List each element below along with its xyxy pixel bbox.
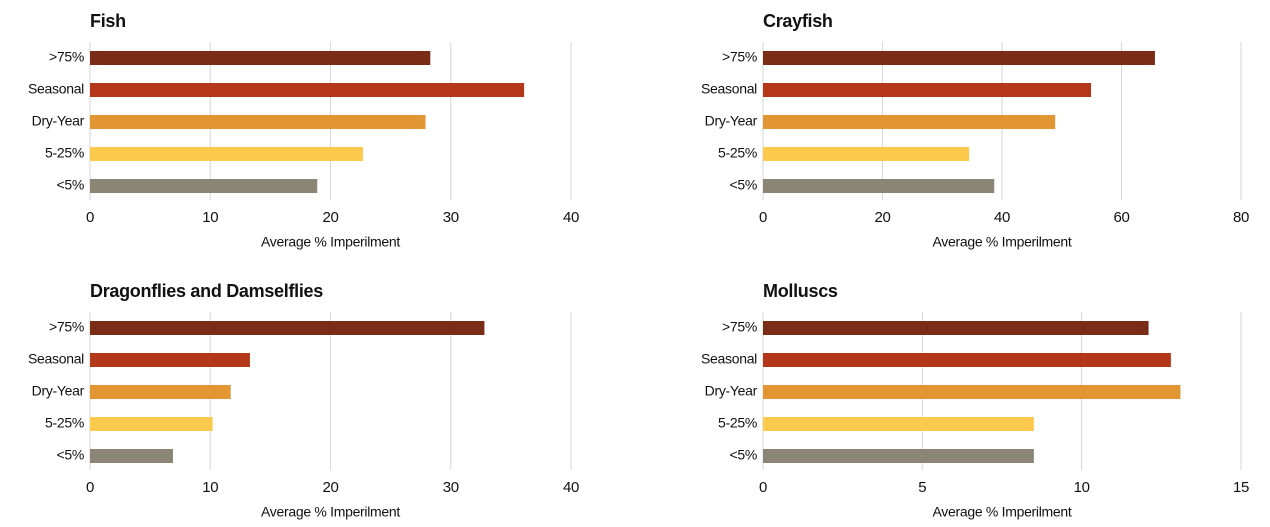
chart-title: Crayfish [763, 11, 833, 31]
x-tick-label: 5 [918, 479, 926, 496]
chart-title: Molluscs [763, 281, 838, 301]
bar [90, 385, 231, 399]
y-tick-label: >75% [722, 319, 757, 335]
x-tick-label: 40 [563, 209, 579, 226]
bar [763, 83, 1092, 97]
x-tick-label: 20 [874, 209, 890, 226]
x-tick-label: 40 [563, 479, 579, 496]
x-tick-label: 20 [322, 479, 338, 496]
y-tick-label: >75% [49, 49, 84, 65]
y-tick-label: Dry-Year [705, 113, 758, 129]
y-tick-label: <5% [729, 447, 757, 463]
bar [90, 321, 485, 335]
x-axis-label: Average % Imperilment [261, 504, 400, 520]
x-tick-label: 10 [1074, 479, 1090, 496]
x-tick-label: 20 [322, 209, 338, 226]
x-axis-label: Average % Imperilment [261, 234, 400, 250]
y-tick-label: Seasonal [28, 351, 84, 367]
y-tick-label: 5-25% [718, 415, 757, 431]
x-tick-label: 80 [1233, 209, 1249, 226]
y-tick-label: 5-25% [718, 145, 757, 161]
y-tick-label: <5% [56, 177, 84, 193]
y-tick-label: Seasonal [701, 81, 757, 97]
y-tick-label: <5% [729, 177, 757, 193]
x-tick-label: 10 [202, 209, 218, 226]
bar [763, 51, 1155, 65]
x-tick-label: 30 [443, 479, 459, 496]
y-tick-label: Dry-Year [705, 383, 758, 399]
bar [90, 115, 426, 129]
y-tick-label: 5-25% [45, 415, 84, 431]
chart-title: Dragonflies and Damselflies [90, 281, 323, 301]
bar [763, 449, 1034, 463]
x-axis-label: Average % Imperilment [933, 234, 1072, 250]
x-tick-label: 40 [994, 209, 1010, 226]
bar [90, 83, 525, 97]
x-tick-label: 10 [202, 479, 218, 496]
bar [763, 147, 970, 161]
bar [90, 51, 431, 65]
x-tick-label: 0 [759, 209, 767, 226]
y-tick-label: 5-25% [45, 145, 84, 161]
y-tick-label: Dry-Year [32, 113, 85, 129]
x-tick-label: 0 [86, 479, 94, 496]
y-tick-label: >75% [722, 49, 757, 65]
x-tick-label: 0 [759, 479, 767, 496]
x-axis-label: Average % Imperilment [933, 504, 1072, 520]
x-tick-label: 0 [86, 209, 94, 226]
y-tick-label: Seasonal [28, 81, 84, 97]
x-tick-label: 30 [443, 209, 459, 226]
y-tick-label: Dry-Year [32, 383, 85, 399]
bar [763, 417, 1034, 431]
bar [90, 417, 213, 431]
x-tick-label: 15 [1233, 479, 1249, 496]
x-tick-label: 60 [1113, 209, 1129, 226]
bar [90, 449, 173, 463]
bar [763, 321, 1149, 335]
bar [763, 353, 1171, 367]
bar [763, 115, 1056, 129]
bar [90, 147, 363, 161]
bar [90, 353, 250, 367]
y-tick-label: Seasonal [701, 351, 757, 367]
chart-title: Fish [90, 11, 126, 31]
bar [763, 179, 995, 193]
y-tick-label: >75% [49, 319, 84, 335]
bar [90, 179, 318, 193]
bar [763, 385, 1181, 399]
y-tick-label: <5% [56, 447, 84, 463]
